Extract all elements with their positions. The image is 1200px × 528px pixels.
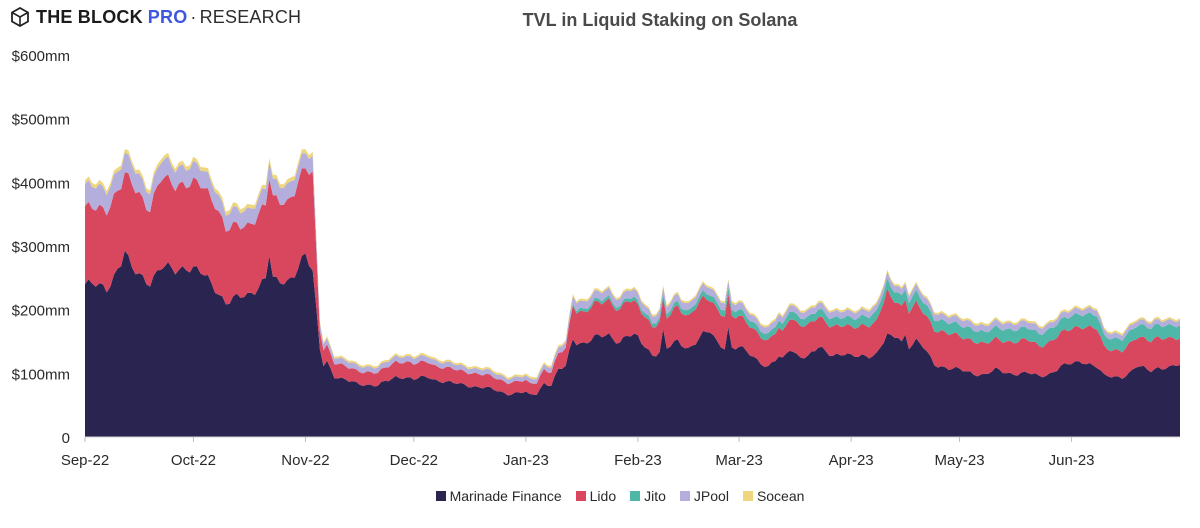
area-lido	[85, 168, 1180, 396]
x-tick-label: Jun-23	[1049, 452, 1095, 469]
x-tick-label: Feb-23	[614, 452, 662, 469]
brand-wordmark: THE BLOCK PRO · RESEARCH	[36, 7, 301, 28]
brand-main: THE BLOCK	[36, 6, 143, 27]
legend-swatch	[435, 491, 446, 501]
brand-pro: PRO	[147, 6, 188, 27]
x-tick-label: Oct-22	[171, 452, 216, 469]
y-tick-label: 0	[62, 430, 70, 447]
block-cube-icon	[11, 7, 29, 27]
y-tick-label: $100mm	[12, 366, 70, 383]
y-tick-label: $400mm	[12, 175, 70, 192]
x-tick-label: Jan-23	[503, 452, 549, 469]
x-tick-label: Nov-22	[281, 452, 329, 469]
x-tick-label: Sep-22	[61, 452, 109, 469]
legend-label: Lido	[589, 488, 617, 504]
chart-title: TVL in Liquid Staking on Solana	[522, 10, 798, 30]
brand-separator: ·	[190, 6, 197, 27]
y-tick-label: $300mm	[12, 239, 70, 256]
legend-label: Jito	[644, 488, 666, 504]
legend-swatch	[630, 491, 641, 501]
legend-label: Socean	[756, 488, 805, 504]
brand-logo: THE BLOCK PRO · RESEARCH	[10, 5, 301, 29]
legend-item: JPool	[679, 488, 729, 504]
legend-item: Lido	[575, 488, 617, 504]
y-tick-label: $200mm	[12, 303, 70, 320]
x-tick-label: Mar-23	[715, 452, 763, 469]
x-tick-label: Apr-23	[829, 452, 874, 469]
legend-item: Marinade Finance	[435, 488, 562, 504]
legend-item: Socean	[742, 488, 805, 504]
y-tick-label: $500mm	[12, 112, 70, 129]
legend-label: JPool	[693, 488, 729, 504]
y-tick-label: $600mm	[12, 48, 70, 65]
legend-swatch	[679, 491, 690, 501]
x-tick-label: Dec-22	[390, 452, 438, 469]
x-tick-label: May-23	[935, 452, 985, 469]
area-marinade-finance	[85, 250, 1180, 437]
legend-swatch	[742, 491, 753, 501]
legend-label: Marinade Finance	[449, 488, 562, 504]
area-jpool	[85, 152, 1180, 385]
legend-swatch	[575, 491, 586, 501]
legend-item: Jito	[630, 488, 666, 504]
brand-research: RESEARCH	[199, 6, 302, 27]
chart-legend: Marinade Finance Lido Jito JPool Socean	[0, 488, 1200, 504]
